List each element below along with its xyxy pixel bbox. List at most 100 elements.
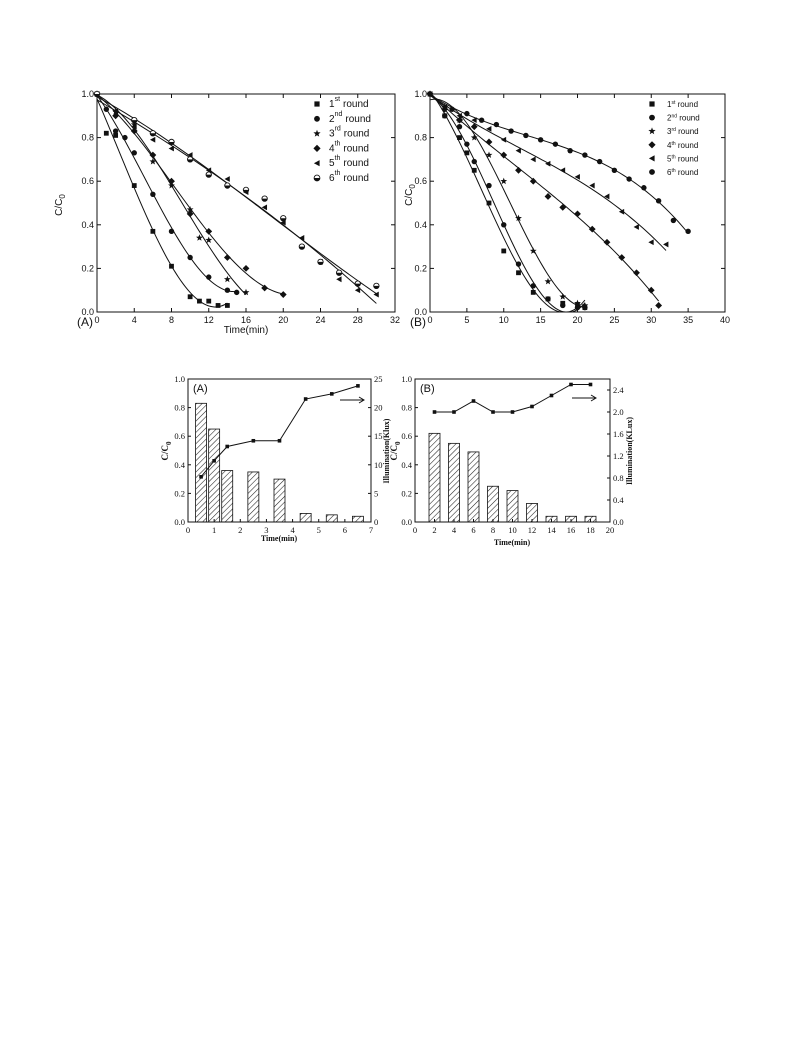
chart-top-a: 0 4 8 12 16 20 24 28 32 0.00.20.40.60.81.0 1st ro… — [54, 89, 400, 336]
illumination-point — [491, 410, 495, 414]
y-ticks: 0.0 0.2 0.4 0.6 0.8 1.0 — [414, 89, 725, 317]
legend-superscript: nd — [671, 114, 677, 120]
x-tick-label: 12 — [528, 525, 537, 535]
legend-number: 3 — [329, 129, 335, 140]
legend-number: 2 — [667, 114, 672, 123]
data-point — [169, 263, 174, 269]
data-point — [186, 210, 194, 218]
y-tick-label: 0.4 — [81, 220, 94, 230]
y-tick-label: 0.6 — [401, 431, 412, 441]
bar — [195, 402, 207, 523]
data-point — [523, 132, 529, 139]
data-point-fill — [168, 141, 175, 145]
data-point — [530, 283, 536, 289]
y2-tick-label: 0.8 — [613, 473, 624, 483]
x-ticks: 0 4 8 12 16 20 24 28 32 — [94, 94, 400, 325]
data-point — [149, 136, 156, 143]
data-point — [529, 177, 537, 185]
legend-word: round — [676, 168, 699, 177]
y-axis-label-main: C/C — [404, 189, 415, 206]
data-point — [149, 151, 157, 159]
y-tick-label: 0.2 — [414, 263, 427, 273]
data-point — [515, 147, 521, 154]
y-ticks: 0.0 0.2 0.4 0.6 0.8 1.0 — [174, 374, 191, 527]
bar — [273, 478, 286, 523]
y-tick-label: 0.8 — [81, 133, 94, 143]
data-point — [581, 301, 589, 309]
legend-label: 4th round — [329, 140, 369, 154]
data-point — [559, 293, 567, 300]
data-point — [670, 217, 677, 224]
illumination-line — [432, 382, 593, 414]
x-tick-label: 4 — [452, 525, 457, 535]
y-tick-label: 0.2 — [174, 488, 185, 498]
legend-number: 3 — [667, 127, 672, 136]
data-point — [685, 228, 691, 235]
x-tick-label: 18 — [586, 525, 595, 535]
x-tick-label: 2 — [238, 525, 242, 535]
legend-number: 6 — [667, 168, 672, 177]
y-axis-label-main: C/C — [160, 445, 170, 461]
data-point — [168, 138, 175, 146]
y-tick-label: 1.0 — [174, 374, 185, 384]
y-tick-label: 0.0 — [174, 517, 185, 527]
data-point — [242, 265, 250, 272]
y2-tick-label: 2.4 — [613, 385, 624, 395]
data-point-fill — [94, 94, 100, 97]
y-axis-label: C/C0 — [160, 441, 173, 461]
bar — [352, 515, 364, 523]
data-point — [335, 269, 343, 276]
data-point — [559, 203, 567, 211]
data-point — [544, 193, 552, 200]
y-axis-label-sub: 0 — [58, 194, 67, 199]
x-tick-label: 8 — [491, 525, 495, 535]
data-point — [537, 137, 544, 143]
data-point — [478, 117, 485, 123]
data-point — [530, 156, 536, 163]
data-point — [471, 158, 477, 165]
x-axis-label: Time(min) — [224, 325, 269, 336]
legend-word: round — [343, 99, 369, 110]
data-point — [103, 130, 109, 136]
data-point — [464, 150, 470, 156]
data-point — [233, 289, 240, 296]
data-point-fill — [131, 120, 137, 123]
data-point — [261, 284, 269, 292]
data-point — [150, 228, 156, 234]
fit-curve — [96, 94, 284, 295]
illumination-point — [471, 399, 476, 403]
data-point — [224, 287, 231, 293]
data-point — [441, 105, 449, 113]
legend-superscript: st — [335, 96, 341, 103]
y-tick-label: 0.2 — [81, 263, 94, 273]
data-point — [508, 128, 514, 134]
legend-marker — [648, 155, 655, 162]
data-point — [552, 141, 559, 147]
legend-marker — [313, 160, 320, 167]
data-point — [427, 91, 433, 97]
data-point — [168, 228, 175, 235]
data-point — [611, 167, 618, 173]
chart-bottom-b: 0 2 4 6 8 10 12 14 16 18 20 0.0 0.2 0.4 0.6 0.8 1.0 0.0… — [389, 374, 634, 547]
y2-tick-label: 0 — [374, 517, 378, 527]
data-point — [131, 150, 137, 156]
data-point — [373, 282, 380, 289]
illumination-point — [199, 475, 203, 479]
data-point — [261, 195, 268, 202]
y-tick-label: 0.0 — [401, 517, 412, 527]
data-point — [280, 215, 287, 222]
illumination-point — [549, 393, 554, 398]
data-point — [545, 160, 551, 167]
legend-label: 3rd round — [329, 126, 369, 140]
data-point — [589, 182, 595, 189]
chart-bottom-a: 0 1 2 3 4 5 6 7 0.0 0.2 0.4 0.6 0.8 1.0 0 5 10 15 20 25 (… — [160, 374, 391, 543]
chart-top-b: 0 5 10 15 20 25 30 35 40 0.00.20.40.60.81.0 1st … — [404, 89, 730, 329]
fit-curve — [96, 96, 377, 295]
x-tick-label: 5 — [464, 315, 469, 325]
data-point — [317, 258, 324, 266]
y2-tick-label: 20 — [374, 403, 383, 413]
data-point — [373, 291, 379, 298]
legend-label: 1st round — [667, 100, 698, 109]
fit-curves — [429, 93, 689, 313]
